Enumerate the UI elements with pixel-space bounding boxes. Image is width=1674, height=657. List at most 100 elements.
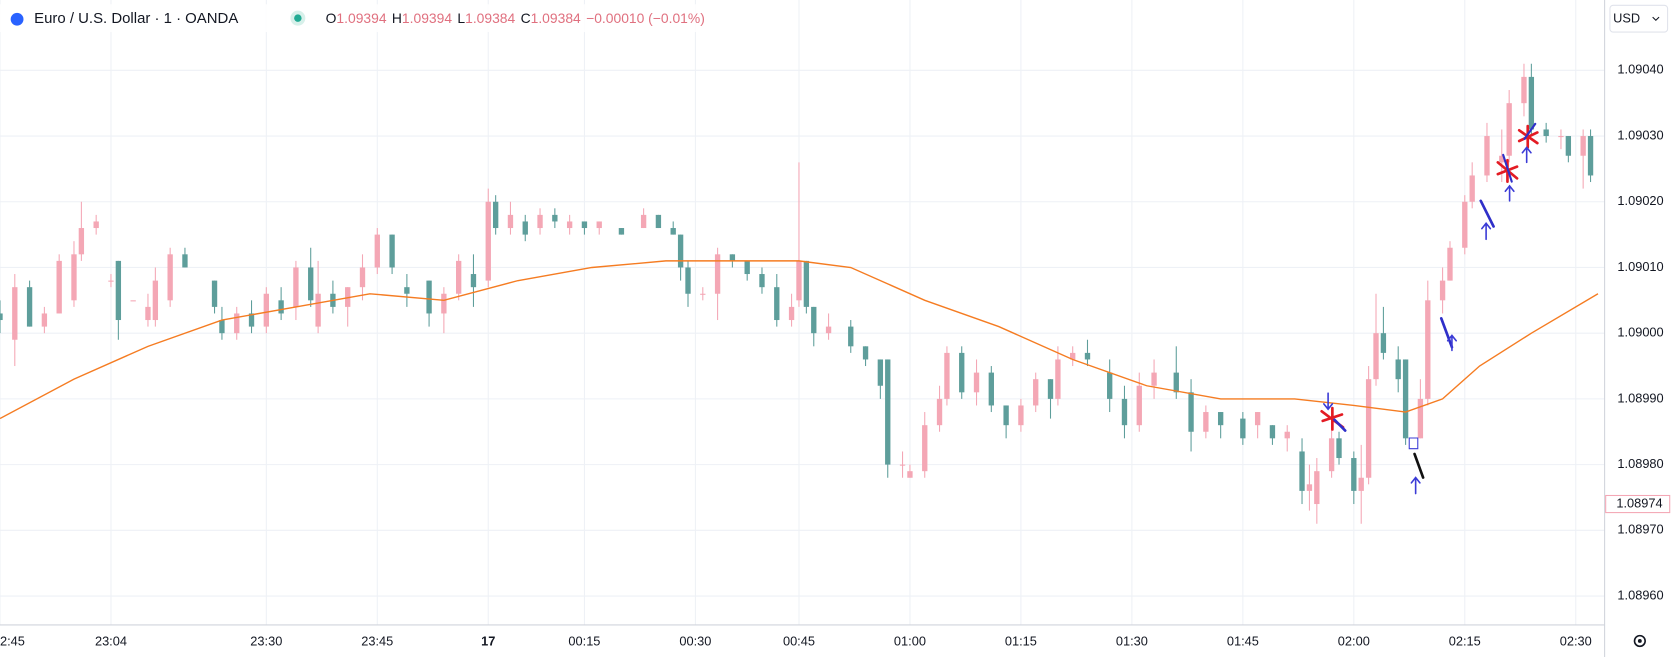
trend-line (1439, 317, 1454, 349)
candle-body (263, 293, 269, 327)
currency-caret (1652, 16, 1660, 22)
ohlc-value: 1.09384 (465, 10, 515, 26)
axes: 1.08960 1.08970 1.08980 1.08990 1.09000 1.090… (0, 62, 1671, 648)
candle-body (130, 300, 136, 302)
candle-body (552, 214, 558, 222)
candle-body (211, 280, 218, 307)
candle-body (1188, 392, 1194, 432)
ohlc-value: 1.09394 (402, 10, 452, 26)
currency[interactable]: USD (1613, 11, 1640, 26)
candle-body (389, 234, 395, 268)
ohlc-value: 1.09384 (531, 10, 581, 26)
candle-body (308, 267, 314, 301)
ohlc-key: L (457, 10, 465, 26)
x-tick-label: 00:45 (783, 633, 815, 648)
candle-body (248, 313, 255, 327)
candle-body (796, 260, 802, 301)
candle-body (426, 280, 432, 314)
candle-body (115, 260, 122, 321)
candle-body (1018, 405, 1024, 426)
settings-gear-center[interactable] (1637, 639, 1642, 643)
candle-body (655, 214, 662, 229)
x-tick-label: 02:00 (1338, 633, 1370, 648)
candle-body (1358, 477, 1364, 491)
candle-body (1055, 359, 1061, 399)
last-price-tag (1605, 494, 1671, 514)
candle-body (944, 352, 950, 399)
candle-body (537, 214, 543, 229)
ohlc-legend: O 1.09394 H 1.09394 L 1.09384 C 1.09384 −0.00010… (326, 10, 705, 26)
trend-line (1479, 199, 1495, 228)
candle-body (1203, 412, 1209, 432)
ohlc-key: H (392, 10, 402, 26)
candle-body (1299, 451, 1305, 491)
x-tick-label: 23:04 (95, 633, 127, 648)
x-tick-label: 01:00 (894, 633, 926, 648)
candle-body (1240, 418, 1246, 439)
y-tick-label: 1.08970 (1617, 522, 1663, 537)
candle-body (596, 221, 602, 229)
candle-body (825, 326, 832, 334)
drawings (1320, 122, 1539, 495)
candle-body (1484, 136, 1490, 176)
candle-body (899, 464, 906, 466)
status-dot (294, 14, 302, 22)
candle-body (848, 326, 854, 347)
candle-body (441, 293, 447, 314)
candle-body (507, 214, 514, 229)
x-tick-label: 17 (481, 633, 495, 648)
candle-body (1402, 359, 1409, 439)
ohlc-key: C (521, 10, 531, 26)
candle-body (108, 280, 114, 282)
moving-average (0, 260, 1599, 420)
arrow-up (1504, 184, 1515, 202)
candle-body (1395, 359, 1401, 380)
candle-body (1136, 385, 1142, 426)
candle-body (1351, 458, 1357, 491)
candle-body (522, 221, 528, 235)
candle-body (485, 201, 491, 281)
candle-body (640, 214, 647, 229)
x-tick-label: 2:45 (0, 633, 25, 648)
candle-body (1528, 76, 1535, 130)
ohlc-change: −0.00010 (−0.01%) (586, 10, 705, 26)
candle-body (1336, 438, 1342, 459)
candle-body (1047, 379, 1054, 399)
candle-body (219, 320, 225, 334)
x-tick-label: 02:30 (1560, 633, 1592, 648)
currency-button[interactable] (1609, 4, 1669, 33)
candle-body (293, 267, 299, 307)
settings-icon[interactable] (1633, 634, 1646, 648)
candle-body (145, 306, 151, 321)
candle-body (811, 306, 817, 334)
trend-line (1523, 122, 1537, 140)
candle-body (78, 228, 85, 255)
candle-body (152, 280, 159, 321)
candle-body (885, 359, 891, 465)
x-tick-label: 00:30 (679, 633, 711, 648)
candle-body (1380, 333, 1387, 353)
candle-body (1314, 471, 1320, 505)
candle-body (670, 228, 676, 235)
candle-body (1070, 352, 1076, 360)
candle-body (1462, 201, 1468, 248)
candle-body (93, 221, 99, 229)
candle-body (581, 221, 588, 229)
y-tick-label: 1.09010 (1617, 259, 1663, 274)
x-tick-label: 23:45 (361, 633, 393, 648)
candle-body (167, 254, 173, 301)
candle-body (677, 234, 684, 268)
symbol-title: Euro / U.S. Dollar · 1 · OANDA (34, 10, 238, 27)
candle-body (1033, 379, 1039, 406)
candle-body (1121, 398, 1128, 426)
candle-body (988, 372, 994, 406)
candle-body (788, 306, 795, 321)
arrow-up (1410, 476, 1421, 495)
candle-body (959, 352, 965, 393)
ohlc-value: 1.09394 (336, 10, 386, 26)
settings-gear[interactable] (1633, 634, 1646, 648)
candle-body (803, 260, 810, 307)
candle-body (877, 359, 884, 386)
y-tick-label: 1.08990 (1617, 390, 1663, 405)
